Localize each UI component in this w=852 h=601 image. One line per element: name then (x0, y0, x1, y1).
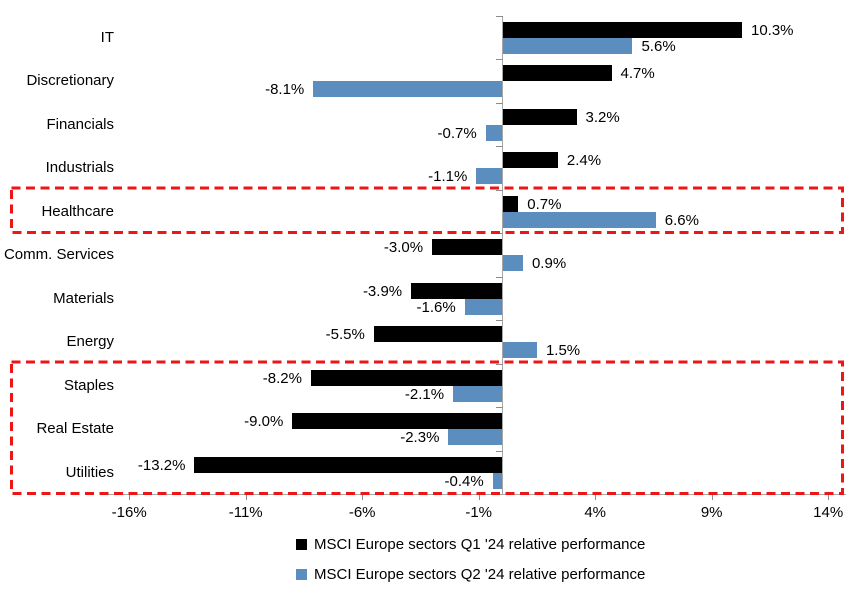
category-label-real-estate: Real Estate (36, 420, 114, 437)
value-label: 6.6% (664, 211, 699, 229)
value-label: -5.5% (325, 326, 365, 343)
category-label-discretionary: Discretionary (26, 72, 114, 89)
category-tick (496, 59, 503, 60)
category-tick (496, 276, 503, 278)
x-axis-tick-label: 4% (584, 504, 607, 521)
bar-q1-financials (502, 108, 577, 125)
bar-q2-financials (485, 124, 502, 141)
bar-q1-materials (411, 282, 502, 299)
x-axis-tick-label: 9% (700, 504, 723, 521)
value-label: 3.2% (585, 108, 620, 126)
bar-q2-staples (453, 385, 502, 402)
category-tick (496, 189, 503, 191)
category-label-staples: Staples (63, 376, 114, 394)
bar-q2-industrials (476, 168, 502, 184)
category-tick (496, 102, 503, 104)
legend-label-q2: MSCI Europe sectors Q2 '24 relative perf… (314, 566, 646, 583)
legend-label-q1: MSCI Europe sectors Q1 '24 relative perf… (314, 536, 646, 553)
legend: MSCI Europe sectors Q1 '24 relative perf… (296, 536, 645, 596)
category-label-it: IT (100, 28, 114, 46)
value-label: -1.6% (416, 298, 456, 316)
bar-q1-it (502, 21, 742, 38)
value-label: -2.3% (400, 429, 440, 446)
value-label: 0.9% (531, 255, 567, 272)
category-label-materials: Materials (53, 289, 114, 307)
bar-q2-discretionary (313, 81, 502, 97)
bar-q2-real-estate (448, 429, 502, 445)
category-tick (496, 15, 503, 17)
legend-item-q2: MSCI Europe sectors Q2 '24 relative perf… (296, 566, 645, 583)
value-label: -1.1% (428, 168, 468, 185)
category-label-industrials: Industrials (45, 159, 114, 176)
x-axis-tick-label: 14% (813, 504, 844, 521)
bar-q1-energy (373, 326, 502, 342)
value-label: -8.2% (262, 369, 302, 387)
x-axis-tick (595, 494, 597, 500)
category-label-comm-services: Comm. Services (3, 246, 114, 263)
legend-swatch-q1 (296, 539, 307, 550)
value-label: -0.7% (437, 124, 477, 142)
x-axis-tick (711, 494, 713, 500)
bar-q2-materials (464, 298, 502, 315)
category-label-healthcare: Healthcare (41, 202, 114, 220)
x-axis-tick-label: -11% (228, 504, 263, 521)
value-label: 10.3% (750, 21, 794, 39)
bar-q1-healthcare (502, 195, 519, 212)
value-label: 0.7% (527, 195, 562, 213)
x-axis-tick (478, 494, 480, 500)
bar-q2-utilities (492, 472, 502, 489)
value-label: -9.0% (244, 413, 284, 430)
value-label: -2.1% (404, 385, 445, 403)
category-tick (496, 146, 503, 147)
value-axis-line (108, 494, 846, 495)
value-label: -3.0% (383, 239, 424, 256)
category-tick (496, 407, 503, 408)
value-label: -13.2% (137, 456, 186, 474)
bar-q2-energy (502, 342, 537, 358)
value-label: 1.5% (545, 342, 581, 359)
category-tick (496, 233, 503, 234)
legend-item-q1: MSCI Europe sectors Q1 '24 relative perf… (296, 536, 645, 553)
category-axis-line (502, 15, 503, 494)
x-axis-tick-label: -1% (465, 504, 493, 521)
x-axis-tick (828, 494, 830, 500)
category-label-energy: Energy (66, 333, 114, 350)
bar-q1-comm-services (432, 239, 502, 255)
x-axis-tick (129, 494, 131, 500)
bar-q1-industrials (502, 152, 558, 168)
value-label: -0.4% (444, 472, 484, 490)
legend-swatch-q2 (296, 569, 307, 580)
value-label: -8.1% (265, 81, 305, 98)
x-axis-tick-label: -6% (348, 504, 376, 521)
x-axis-tick-label: -16% (111, 504, 147, 521)
category-label-financials: Financials (46, 115, 114, 133)
x-axis-tick (362, 494, 364, 500)
bar-q1-discretionary (502, 65, 612, 81)
value-label: 4.7% (620, 65, 655, 82)
bar-q1-staples (310, 369, 502, 386)
bar-q2-it (502, 37, 633, 54)
value-label: 5.6% (641, 37, 676, 55)
category-tick (496, 363, 503, 365)
bar-q1-utilities (194, 456, 502, 473)
bar-q1-real-estate (292, 413, 502, 429)
value-label: -3.9% (362, 282, 403, 300)
category-tick (496, 320, 503, 321)
category-tick (496, 450, 503, 452)
bar-q2-healthcare (502, 211, 656, 228)
x-axis-tick (245, 494, 247, 500)
value-label: 2.4% (566, 152, 602, 169)
bar-q2-comm-services (502, 255, 523, 271)
